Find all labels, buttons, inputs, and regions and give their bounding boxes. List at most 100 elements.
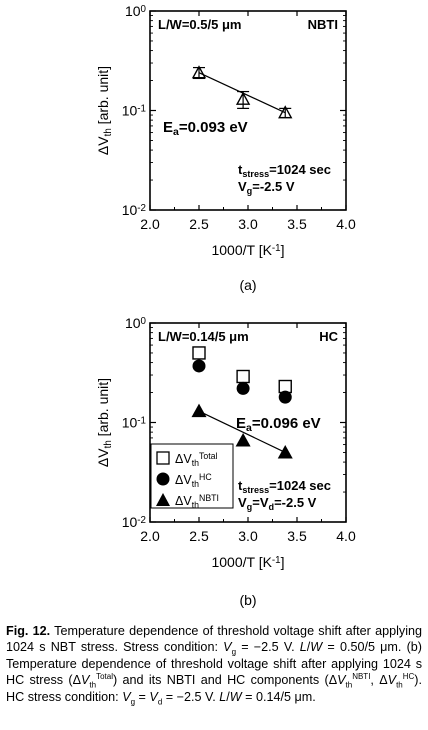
y-tick-label-part: 10 [122, 514, 138, 530]
y-axis-label-part: [arb. unit] [95, 378, 111, 440]
stress-voltage-label-part: =V [252, 495, 269, 510]
data-point-circle [278, 390, 292, 404]
x-tick-label: 2.5 [189, 216, 209, 232]
data-point-filled-triangle [277, 444, 293, 459]
stress-time-label-part: stress [242, 485, 269, 495]
legend-label-part: th [192, 500, 199, 510]
x-axis-label-part: -1 [272, 243, 281, 254]
stress-type-label-part: HC [319, 329, 338, 344]
data-point-circle [192, 359, 206, 373]
device-size-label: L/W=0.14/5 μm [158, 329, 249, 344]
y-tick-label: 10-2 [122, 514, 146, 530]
stress-type-label-part: NBTI [308, 17, 338, 32]
legend-label-part: th [192, 458, 199, 468]
y-tick-label-part: -2 [137, 515, 146, 526]
activation-energy-label: Ea=0.093 eV [163, 119, 248, 138]
y-axis-label-part: ΔV [95, 136, 111, 155]
legend-label-part: HC [199, 472, 212, 482]
panel-label-part: (b) [239, 592, 256, 608]
x-tick-label: 3.5 [287, 216, 307, 232]
stress-voltage-label-part: V [238, 495, 247, 510]
stress-voltage-label-part: =-2.5 V [274, 495, 317, 510]
stress-time-label-part: t [238, 478, 243, 493]
legend-label-part: NBTI [199, 493, 219, 503]
x-axis-label-part: ] [281, 554, 285, 570]
y-axis-label: ΔVth [arb. unit] [95, 378, 114, 467]
y-tick-label-part: -1 [137, 416, 146, 427]
plot-frame [149, 10, 347, 211]
legend-label-part: Total [199, 451, 218, 461]
caption-text-b: (b) Temperature dependence of threshold … [6, 640, 423, 688]
stress-voltage-label-part: g [247, 186, 253, 196]
y-tick-label: 10-2 [122, 202, 146, 218]
stress-voltage-label-part: =-2.5 V [252, 179, 295, 194]
data-point-triangle [278, 105, 293, 119]
x-axis-label-part: ] [281, 242, 285, 258]
figure-caption: Fig. 12. Temperature dependence of thres… [6, 624, 423, 707]
stress-voltage-label: Vg=Vd=-2.5 V [238, 495, 317, 512]
legend-label-part: ΔV [175, 494, 192, 508]
stress-time-label-part: t [238, 162, 243, 177]
activation-energy-label-part: a [173, 126, 179, 138]
data-point-filled-triangle [191, 403, 207, 418]
activation-energy-label-part: a [246, 422, 252, 434]
y-tick-label: 10-1 [122, 103, 146, 119]
fit-line [198, 410, 286, 453]
y-tick-label-part: 0 [141, 4, 147, 15]
device-size-label-part: L/W=0.14/5 μm [158, 329, 249, 344]
legend-label: ΔVthTotal [175, 451, 218, 467]
stress-time-label: tstress=1024 sec [238, 478, 331, 495]
x-axis-label: 1000/T [K-1] [211, 242, 284, 258]
y-tick-label-part: 10 [122, 202, 138, 218]
legend-marker-square [156, 451, 170, 465]
y-axis-label-part: th [103, 440, 114, 448]
device-size-label: L/W=0.5/5 μm [158, 17, 241, 32]
x-tick-label: 2.5 [189, 528, 209, 544]
y-tick-label-part: 10 [125, 3, 141, 19]
activation-energy-label-part: =0.093 eV [179, 119, 248, 136]
legend-marker-triangle [156, 493, 170, 506]
stress-time-label-part: =1024 sec [269, 478, 331, 493]
y-axis-label-part: ΔV [95, 448, 111, 467]
x-tick-label: 4.0 [336, 528, 356, 544]
legend-marker-circle [156, 472, 170, 486]
caption-cond-a: = −2.5 V. [241, 640, 295, 655]
x-tick-label: 2.0 [140, 528, 160, 544]
panel-label-part: (a) [239, 277, 256, 293]
activation-energy-label-part: E [163, 119, 173, 136]
y-tick-label-part: 10 [122, 103, 138, 119]
y-tick-label-part: -1 [137, 104, 146, 115]
stress-type-label: NBTI [308, 17, 338, 32]
legend-label: ΔVthHC [175, 472, 212, 488]
y-tick-label-part: 10 [122, 415, 138, 431]
x-axis-label: 1000/T [K-1] [211, 554, 284, 570]
data-point-square [236, 369, 250, 384]
x-tick-label: 3.0 [238, 216, 258, 232]
legend-label-part: th [192, 479, 199, 489]
activation-energy-label-part: =0.096 eV [252, 415, 321, 432]
caption-text-b2: and its NBTI and HC components [122, 673, 320, 688]
x-tick-label: 2.0 [140, 216, 160, 232]
x-axis-label-part: 1000/T [K [211, 242, 272, 258]
fit-line [198, 72, 286, 114]
device-size-label-part: L/W=0.5/5 μm [158, 17, 241, 32]
x-tick-label: 3.5 [287, 528, 307, 544]
legend-label-part: ΔV [175, 452, 192, 466]
legend-label: ΔVthNBTI [175, 493, 219, 509]
y-axis-label-part: [arb. unit] [95, 66, 111, 128]
x-axis-label-part: 1000/T [K [211, 554, 272, 570]
stress-voltage-label-part: g [247, 502, 253, 512]
x-axis-label-part: -1 [272, 555, 281, 566]
y-axis-label-part: th [103, 128, 114, 136]
stress-type-label: HC [319, 329, 338, 344]
panel-label: (b) [239, 592, 256, 608]
data-point-square [192, 346, 206, 360]
stress-voltage-label-part: V [238, 179, 247, 194]
y-tick-label-part: 0 [141, 316, 147, 327]
y-tick-label-part: -2 [137, 203, 146, 214]
caption-lw-b: = 0.14/5 μm. [245, 689, 316, 704]
y-tick-label: 100 [125, 315, 147, 331]
